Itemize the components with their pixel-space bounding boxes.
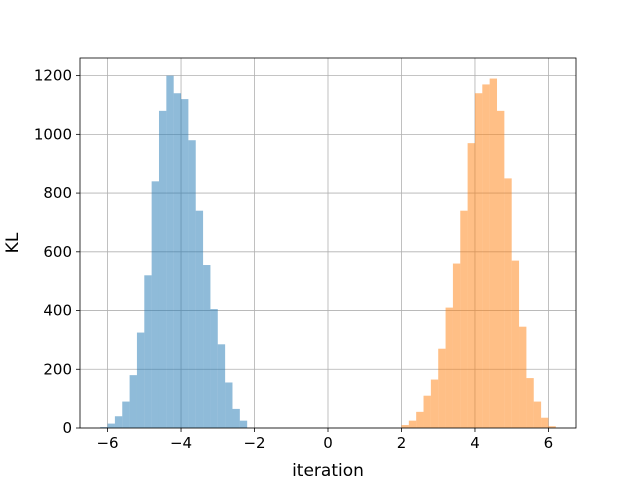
histogram-bar-series-1 [195,210,204,428]
y-tick-label: 1200 [34,67,72,85]
histogram-bar-series-2 [504,178,512,428]
histogram-bar-series-1 [188,140,196,428]
x-tick-label: −2 [243,434,265,452]
histogram-bar-series-1 [181,99,189,428]
histogram-bar-series-2 [526,378,534,428]
histogram-bar-series-1 [166,75,174,428]
histogram-bar-series-1 [107,423,115,428]
x-tick-label: −6 [96,434,118,452]
histogram-bar-series-2 [541,417,549,428]
histogram-bar-series-1 [210,309,218,428]
axis-ticks: −6 −4 −2 0 2 4 6 0 200 400 600 800 1000 1200 [34,67,553,452]
histogram-bar-series-1 [225,382,233,428]
y-tick-label: 200 [43,360,72,378]
histogram-bar-series-2 [408,420,417,428]
histogram-bar-series-2 [533,401,542,428]
y-tick-label: 600 [43,243,72,261]
histogram-bar-series-2 [489,78,498,429]
x-tick-label: −4 [170,434,192,452]
histogram-bars [100,75,556,429]
y-tick-label: 400 [43,302,72,320]
histogram-bar-series-2 [423,395,431,428]
histogram-bar-series-1 [144,275,152,428]
x-tick-label: 4 [470,434,480,452]
histogram-bar-series-2 [474,93,483,428]
y-axis-label: KL [3,232,23,253]
y-tick-label: 1000 [34,125,72,143]
histogram-bar-series-1 [151,181,159,428]
histogram-bar-series-2 [482,84,490,428]
x-tick-label: 0 [323,434,333,452]
histogram-bar-series-1 [217,344,226,428]
histogram-bar-series-2 [430,379,439,428]
histogram-bar-series-1 [232,408,240,428]
histogram-bar-series-1 [203,265,211,428]
histogram-bar-series-2 [452,263,461,428]
y-tick-label: 0 [62,419,72,437]
histogram-bar-series-1 [158,110,167,428]
histogram-bar-series-2 [460,210,468,428]
histogram-bar-series-1 [122,401,130,428]
histogram-bar-series-2 [401,425,409,428]
histogram-bar-series-1 [239,420,248,428]
histogram-bar-series-1 [173,93,182,428]
histogram-bar-series-2 [438,348,446,428]
x-tick-label: 6 [544,434,554,452]
histogram-bar-series-1 [129,375,137,428]
histogram-bar-series-2 [416,411,424,428]
y-tick-label: 800 [43,184,72,202]
histogram-bar-series-1 [100,427,108,428]
histogram-bar-series-2 [467,143,475,428]
histogram-bar-series-2 [445,307,453,428]
histogram-bar-series-2 [548,426,556,428]
x-axis-label: iteration [292,461,364,480]
x-tick-label: 2 [397,434,407,452]
histogram-bar-series-2 [519,326,527,428]
histogram-bar-series-1 [136,332,145,428]
histogram-bar-series-2 [511,260,520,428]
histogram-bar-series-1 [114,416,123,428]
histogram-bar-series-2 [497,110,505,428]
